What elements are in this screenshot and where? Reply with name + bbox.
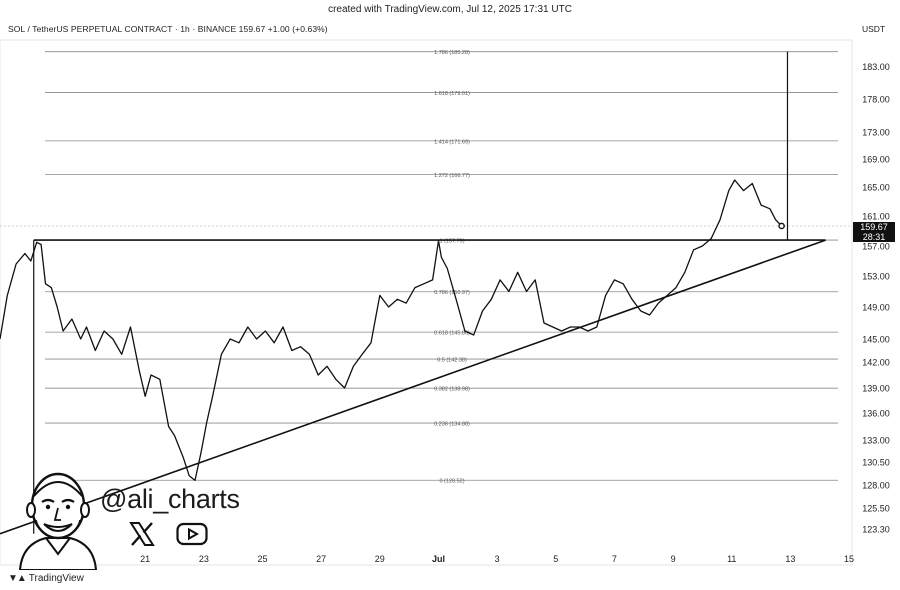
fib-level-label: 1.414 (171.69): [434, 139, 470, 145]
last-price-point: [778, 222, 785, 230]
y-tick-label: 161.00: [862, 212, 890, 222]
current-price-tag: 159.67 28:31: [853, 222, 895, 242]
price-axis: 183.00 178.00 173.00 169.00 165.00 161.00 157.…: [862, 62, 890, 535]
fib-level-label: 1.272 (166.77): [434, 173, 470, 179]
chart-credit: created with TradingView.com, Jul 12, 20…: [328, 4, 572, 15]
chart-frame: [0, 39, 853, 566]
x-tick-label: 5: [553, 554, 558, 564]
y-tick-label: 145.00: [862, 335, 890, 345]
y-tick-label: 157.00: [862, 242, 890, 252]
y-tick-label: 128.00: [862, 481, 890, 491]
y-tick-label: 178.00: [862, 95, 890, 105]
y-tick-label: 133.00: [862, 436, 890, 446]
current-price-value: 159.67: [860, 222, 888, 232]
author-avatar: [18, 472, 98, 570]
y-tick-label: 153.00: [862, 272, 890, 282]
y-tick-label: 149.00: [862, 303, 890, 313]
x-tick-label: 23: [199, 554, 209, 564]
drawing-layer: [0, 51, 826, 535]
y-tick-label: 136.00: [862, 409, 890, 419]
x-tick-label: 21: [140, 554, 150, 564]
fib-level-label: 1.786 (185.28): [434, 50, 470, 56]
fibonacci-levels: 0 (128.52) 0.236 (134.88) 0.382 (138.98) 0.…: [0, 50, 852, 485]
fib-level-label: 0.786 (150.97): [434, 290, 470, 296]
x-tick-label: Jul: [432, 554, 445, 564]
y-tick-label: 142.00: [862, 358, 890, 368]
fib-level-label: 1.618 (179.01): [434, 91, 470, 97]
candle-countdown: 28:31: [862, 232, 886, 242]
x-tick-label: 29: [375, 554, 385, 564]
fib-level-label: 0 (128.52): [439, 479, 464, 485]
price-line: [0, 179, 783, 482]
x-tick-label: 15: [844, 554, 854, 564]
y-tick-label: 139.00: [862, 384, 890, 394]
y-tick-label: 125.50: [862, 504, 890, 514]
x-tick-label: 3: [495, 554, 500, 564]
tradingview-brand: TradingView: [28, 573, 84, 584]
author-handle: @ali_charts: [100, 484, 240, 514]
y-tick-label: 165.00: [862, 183, 890, 193]
youtube-logo-icon: [176, 522, 208, 546]
y-tick-label: 183.00: [862, 62, 890, 72]
y-tick-label: 130.50: [862, 458, 890, 468]
tradingview-logo-icon: ▼▲: [8, 573, 27, 584]
currency-label: USDT: [862, 24, 886, 34]
fib-level-label: 1 (157.79): [439, 239, 464, 245]
symbol-info: SOL / TetherUS PERPETUAL CONTRACT · 1h ·…: [8, 24, 328, 34]
time-axis: 17192123252729Jul3579111315: [23, 554, 854, 564]
fib-level-label: 0.382 (138.98): [434, 387, 470, 393]
y-tick-label: 173.00: [862, 128, 890, 138]
fib-level-label: 0.236 (134.88): [434, 422, 470, 428]
ascending-trendline: [0, 239, 826, 535]
x-tick-label: 7: [612, 554, 617, 564]
y-tick-label: 123.30: [862, 525, 890, 535]
x-tick-label: 27: [316, 554, 326, 564]
x-logo-icon: [129, 522, 155, 546]
x-tick-label: 11: [727, 554, 736, 564]
x-tick-label: 13: [785, 554, 795, 564]
fib-level-label: 0.618 (145.86): [434, 331, 470, 337]
x-tick-label: 25: [257, 554, 267, 564]
fib-level-label: 0.5 (142.38): [437, 358, 467, 364]
tradingview-logo[interactable]: ▼▲ TradingView: [8, 573, 84, 584]
y-tick-label: 169.00: [862, 155, 890, 165]
x-tick-label: 9: [671, 554, 676, 564]
